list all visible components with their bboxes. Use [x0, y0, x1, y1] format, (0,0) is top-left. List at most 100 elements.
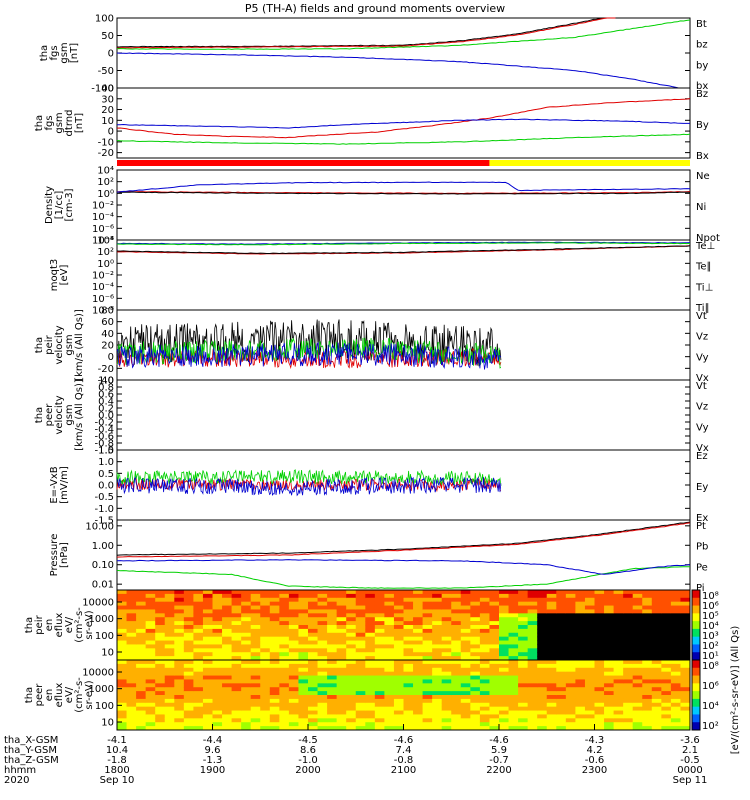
x-row-value: -0.6	[585, 755, 605, 766]
y-axis-label: en	[44, 689, 55, 702]
heatmap-cell	[298, 593, 309, 599]
heatmap-cell	[584, 726, 595, 731]
heatmap-cell	[222, 667, 233, 673]
heatmap-cell	[651, 726, 662, 731]
heatmap-cell	[279, 679, 290, 684]
heatmap-cell	[308, 679, 319, 684]
heatmap-cell	[183, 702, 194, 708]
heatmap-cell	[136, 593, 147, 599]
heatmap-cell	[413, 597, 424, 603]
heatmap-cell	[155, 722, 166, 727]
heatmap-cell	[136, 667, 147, 673]
heatmap-cell	[537, 679, 548, 684]
heatmap-cell	[298, 687, 309, 692]
x-row-value: -4.3	[585, 735, 605, 746]
heatmap-cell	[546, 593, 557, 599]
heatmap-cell	[527, 695, 538, 700]
heatmap-cell	[546, 632, 557, 638]
heatmap-cell	[527, 652, 538, 657]
heatmap-cell	[565, 679, 576, 684]
heatmap-cell	[393, 722, 404, 727]
heatmap-cell	[422, 621, 433, 626]
heatmap-cell	[126, 621, 137, 626]
heatmap-cell	[479, 640, 490, 645]
heatmap-cell	[441, 590, 452, 595]
heatmap-cell	[413, 722, 424, 727]
heatmap-cell	[632, 683, 643, 688]
heatmap-cell	[250, 663, 261, 669]
heatmap-cell	[374, 656, 385, 661]
heatmap-cell	[336, 644, 347, 649]
heatmap-cell	[537, 663, 548, 669]
heatmap-cell	[155, 621, 166, 626]
heatmap-cell	[403, 628, 414, 634]
heatmap-cell	[584, 625, 595, 630]
heatmap-cell	[346, 722, 357, 727]
heatmap-cell	[670, 648, 681, 653]
heatmap-cell	[422, 593, 433, 599]
heatmap-cell	[346, 660, 357, 665]
y-axis-label: [cm-3]	[64, 188, 75, 221]
heatmap-cell	[317, 714, 328, 719]
heatmap-cell	[250, 656, 261, 661]
heatmap-cell	[499, 652, 510, 657]
heatmap-cell	[508, 605, 519, 610]
heatmap-cell	[155, 683, 166, 688]
heatmap-cell	[269, 628, 280, 634]
heatmap-cell	[632, 656, 643, 661]
heatmap-cell	[422, 683, 433, 688]
heatmap-cell	[393, 605, 404, 610]
heatmap-cell	[336, 706, 347, 712]
heatmap-cell	[202, 605, 213, 610]
heatmap-cell	[632, 714, 643, 719]
heatmap-cell	[222, 691, 233, 696]
heatmap-cell	[613, 722, 624, 727]
heatmap-cell	[327, 590, 338, 595]
x-row-value: 2300	[582, 765, 607, 776]
heatmap-cell	[422, 706, 433, 712]
heatmap-cell	[288, 710, 299, 715]
heatmap-cell	[527, 640, 538, 645]
heatmap-cell	[365, 663, 376, 669]
heatmap-cell	[489, 691, 500, 696]
heatmap-cell	[604, 687, 615, 692]
heatmap-cell	[298, 698, 309, 704]
heatmap-cell	[432, 628, 443, 634]
heatmap-cell	[527, 613, 538, 618]
colorbar-tick-label: 10³	[702, 631, 719, 642]
heatmap-cell	[604, 675, 615, 680]
heatmap-cell	[546, 706, 557, 712]
heatmap-cell	[336, 695, 347, 700]
heatmap-cell	[346, 718, 357, 723]
heatmap-cell	[317, 617, 328, 622]
heatmap-cell	[250, 691, 261, 696]
heatmap-cell	[222, 621, 233, 626]
heatmap-cell	[288, 593, 299, 599]
heatmap-cell	[346, 613, 357, 618]
heatmap-cell	[222, 644, 233, 649]
heatmap-cell	[212, 718, 223, 723]
heatmap-cell	[489, 695, 500, 700]
heatmap-cell	[183, 691, 194, 696]
heatmap-cell	[308, 667, 319, 673]
heatmap-cell	[183, 628, 194, 634]
heatmap-cell	[365, 640, 376, 645]
x-row-value: 1800	[104, 765, 129, 776]
heatmap-cell	[565, 644, 576, 649]
heatmap-cell	[231, 601, 242, 607]
heatmap-cell	[193, 691, 204, 696]
heatmap-cell	[518, 644, 529, 649]
heatmap-cell	[222, 660, 233, 665]
heatmap-cell	[384, 640, 395, 645]
heatmap-cell	[327, 644, 338, 649]
heatmap-cell	[537, 605, 548, 610]
heatmap-cell	[336, 691, 347, 696]
heatmap-cell	[269, 702, 280, 708]
heatmap-cell	[642, 636, 653, 642]
heatmap-cell	[518, 613, 529, 618]
heatmap-cell	[126, 593, 137, 599]
heatmap-cell	[651, 667, 662, 673]
heatmap-cell	[260, 706, 271, 712]
heatmap-cell	[604, 644, 615, 649]
heatmap-cell	[288, 671, 299, 677]
